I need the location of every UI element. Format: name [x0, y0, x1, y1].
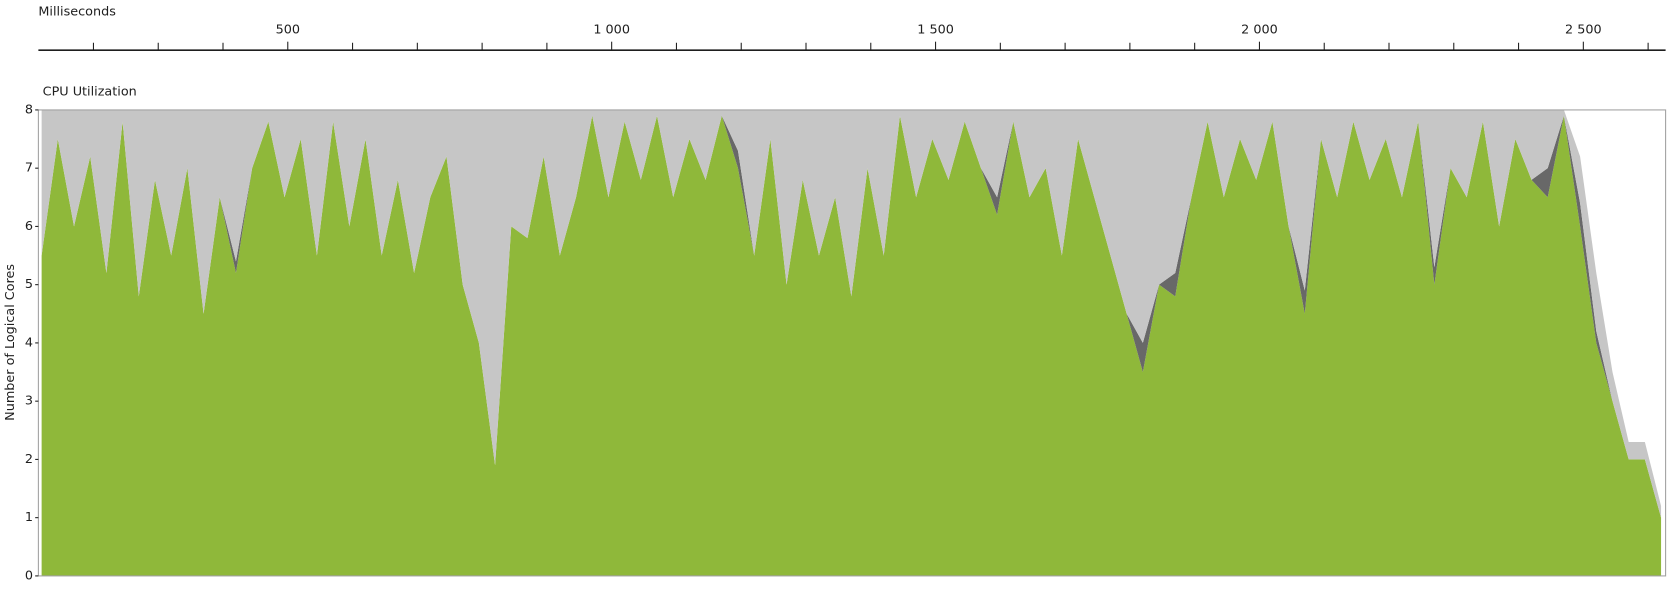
- plot-area: [41, 109, 1662, 576]
- x-tick-label: 2 500: [1565, 22, 1602, 37]
- top-axis-title: Milliseconds: [38, 4, 116, 19]
- x-tick-label: 2 000: [1241, 22, 1278, 37]
- x-tick-label: 1 500: [917, 22, 954, 37]
- y-tick-label: 0: [25, 568, 33, 583]
- y-tick-label: 7: [25, 161, 33, 176]
- y-tick-label: 8: [25, 102, 33, 117]
- y-tick-label: 3: [25, 394, 33, 409]
- area: [41, 115, 1662, 576]
- area: [41, 109, 1662, 518]
- chart-title: CPU Utilization: [43, 84, 137, 99]
- x-tick-label: 1 000: [593, 22, 630, 37]
- y-tick-label: 1: [25, 510, 33, 525]
- y-axis-title: Number of Logical Cores: [3, 264, 18, 421]
- y-tick-label: 2: [25, 452, 33, 467]
- y-tick-label: 4: [25, 335, 33, 350]
- x-tick-label: 500: [276, 22, 300, 37]
- y-tick-label: 5: [25, 277, 33, 292]
- y-tick-label: 6: [25, 219, 33, 234]
